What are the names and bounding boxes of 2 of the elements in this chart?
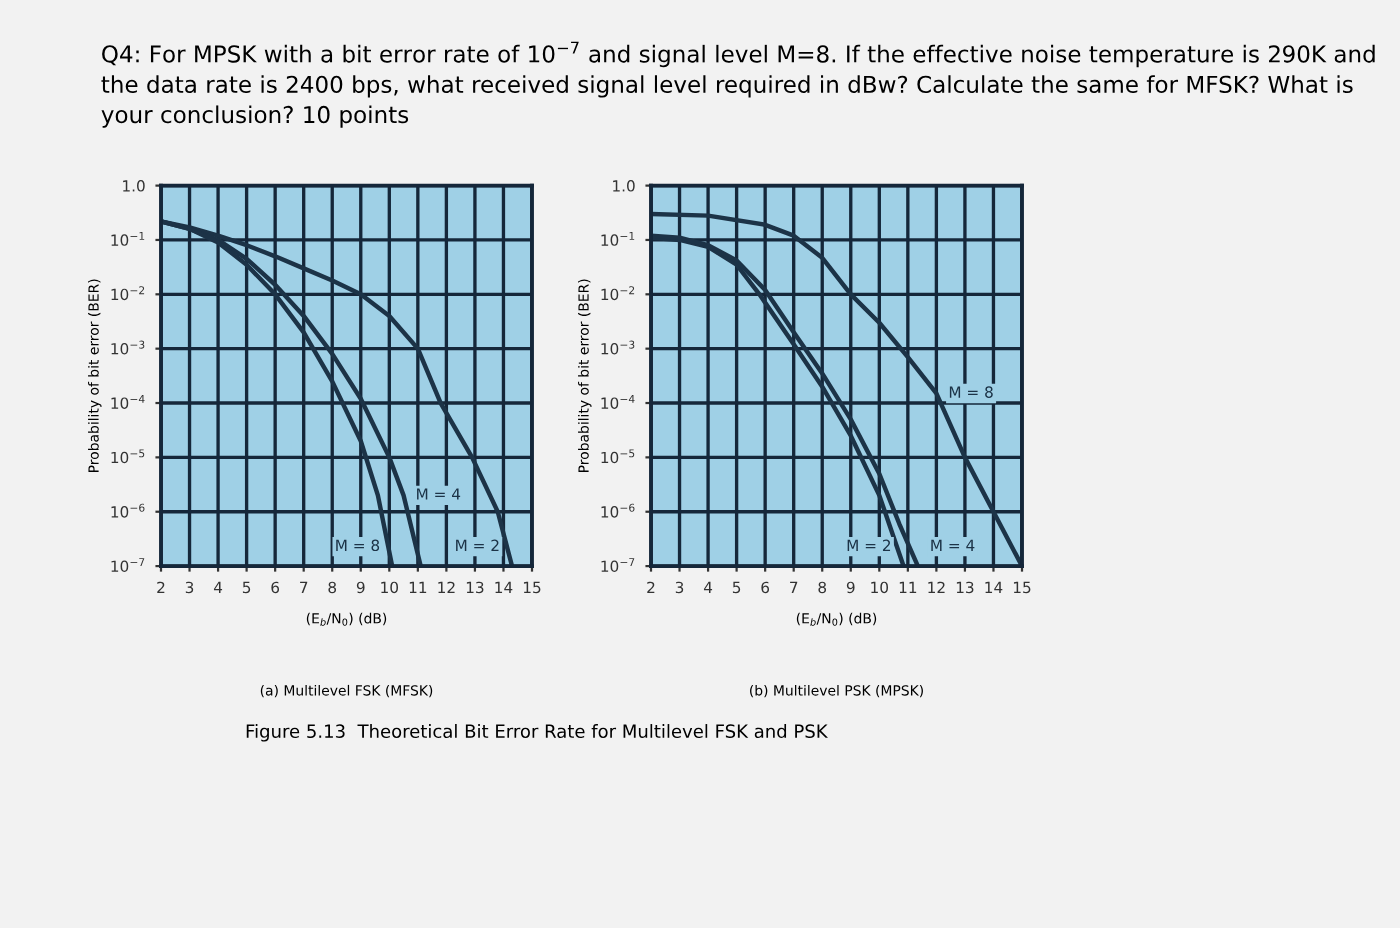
text: Q4: For MPSK with a bit error rate of 10$^{−7}$ and signal level M=8. If the effective noise temperature is 290K and the data rate is 2400 bps, what received signal level required in dBw? Calculate the same for MFSK? What is your conclusion? 10 points	[101, 41, 1375, 128]
caption: Figure 5.13 Theoretical Bit Error Rate for Multilevel FSK and PSK	[246, 724, 828, 742]
